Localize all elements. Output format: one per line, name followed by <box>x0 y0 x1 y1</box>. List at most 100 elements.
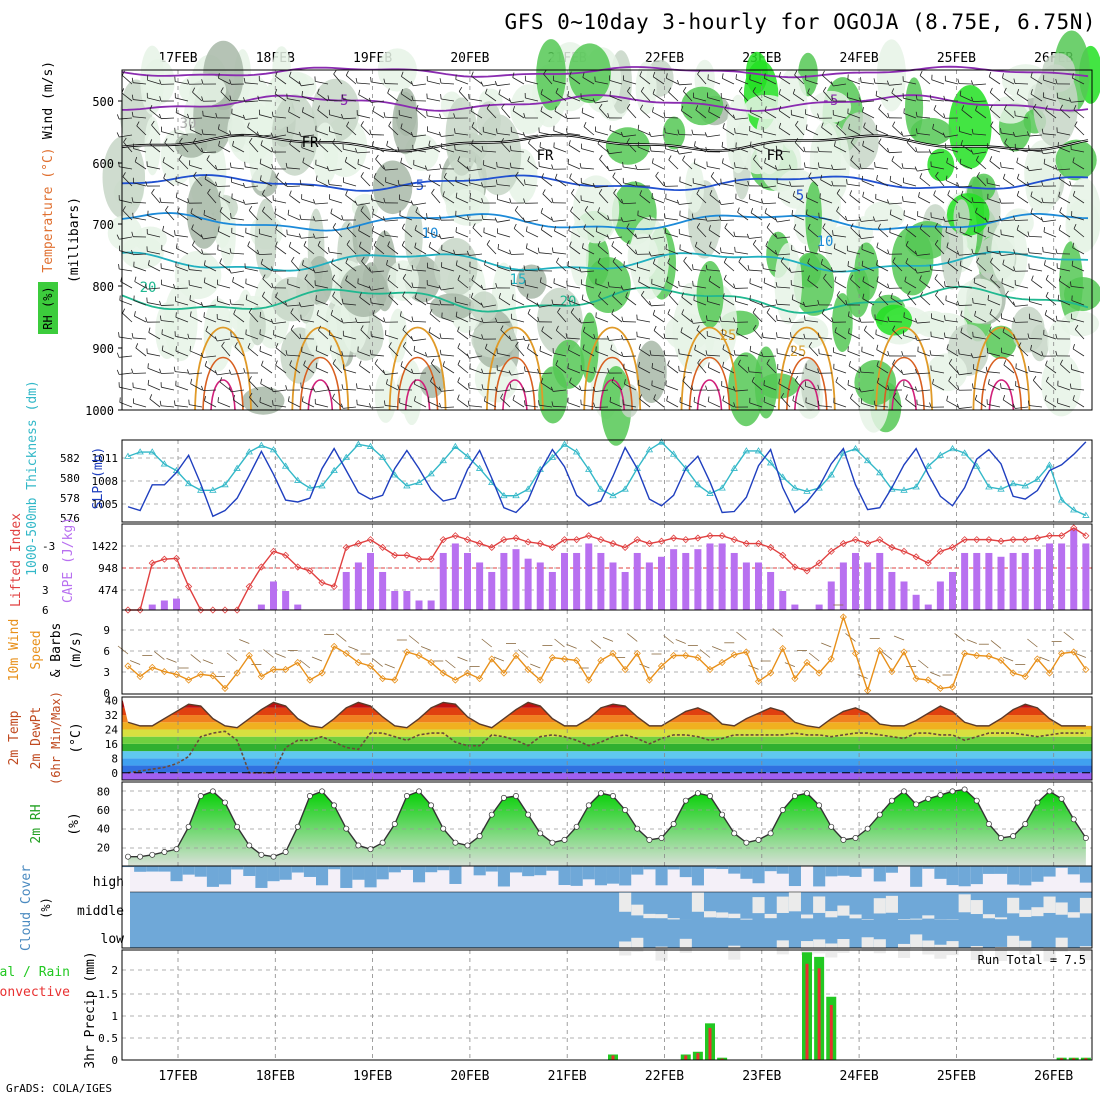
rh-shading-blob <box>420 365 445 398</box>
rh-point <box>938 792 943 797</box>
wind-barb-feather <box>427 111 428 116</box>
precip-convective-bar <box>818 968 821 1060</box>
isotherm-label: 10 <box>422 226 439 242</box>
cape-bar <box>161 600 168 610</box>
temp-color-band <box>122 758 1092 765</box>
temp-tick: 32 <box>105 709 118 722</box>
wind10-barb <box>1003 657 1013 661</box>
rh-shading-blob <box>1061 311 1099 337</box>
rh-point <box>1083 835 1088 840</box>
cloud-middle-clear <box>886 896 898 913</box>
wind-barb <box>441 118 454 119</box>
cape-bar <box>379 572 386 610</box>
cloud-ylabel: Cloud Cover <box>19 865 34 951</box>
wind-barb-feather <box>203 111 204 116</box>
cape-bar <box>622 572 629 610</box>
rh-point <box>950 789 955 794</box>
cloud-middle-clear <box>1019 910 1031 917</box>
cloud-high-bar <box>219 866 231 884</box>
wind-barb-feather <box>735 247 736 252</box>
cloud-high-bar <box>886 866 898 873</box>
wind10-barb <box>167 658 177 662</box>
wind-barb-feather <box>469 94 470 99</box>
cloud-middle-clear <box>959 894 971 912</box>
cloud-high-bar <box>352 866 364 880</box>
cloud-high-bar <box>813 866 825 886</box>
cape-bar <box>585 543 592 610</box>
wind10-barb <box>239 640 249 644</box>
cloud-high-bar <box>437 866 449 870</box>
rh-point <box>707 793 712 798</box>
rh-point <box>404 793 409 798</box>
wind-barb-feather <box>176 346 177 351</box>
precip-tick: 1.5 <box>98 988 118 1001</box>
cloud-high-bar <box>243 866 255 876</box>
rh-point <box>526 812 531 817</box>
cape-bar <box>270 581 277 610</box>
rh-point <box>986 821 991 826</box>
cape-bar <box>925 605 932 610</box>
cape-bar <box>719 543 726 610</box>
cloud-high-bar <box>947 866 959 885</box>
wind-barb <box>553 304 566 305</box>
rh-point <box>720 812 725 817</box>
cape-bar <box>913 595 920 610</box>
rh-point <box>259 852 264 857</box>
rh-point <box>998 835 1003 840</box>
precip-convective-bar <box>612 1055 615 1060</box>
wind-barb-feather <box>610 125 611 130</box>
wind10-panel-frame <box>122 610 1092 694</box>
wind10-ylabel-2: Speed <box>29 630 44 669</box>
rh-point <box>817 803 822 808</box>
wind10-tick: 3 <box>103 666 110 679</box>
wind-barb-feather <box>693 281 694 286</box>
rh-point <box>392 821 397 826</box>
wind10-barb <box>736 632 746 640</box>
rh-ylabel: 2m RH <box>29 804 44 843</box>
cape-bar <box>888 572 895 610</box>
temp-color-band <box>122 737 1092 744</box>
wind-barb <box>483 373 496 374</box>
wind10-barb <box>276 654 286 658</box>
wind-barb-feather <box>679 349 680 354</box>
wind10-barb <box>676 640 686 644</box>
cape-ylabel: CAPE (J/kg) <box>61 517 76 603</box>
cape-bar <box>573 553 580 610</box>
rh-shading-blob <box>876 305 912 336</box>
cloud-high-bar <box>401 866 413 870</box>
cape-bar <box>840 562 847 610</box>
wind-barb-feather <box>204 312 205 317</box>
rh-point <box>125 854 130 859</box>
rh-ylabel-unit: (%) <box>67 812 82 835</box>
wind10-barb <box>1027 639 1037 647</box>
temp-color-band <box>122 773 1092 780</box>
rh-shading-blob <box>927 353 968 391</box>
cloud-low-clear <box>922 940 934 954</box>
cloud-high-bar <box>668 866 680 869</box>
cape-bar <box>731 553 738 610</box>
cloud-high-bar <box>231 866 243 869</box>
cloud-high-bar <box>850 866 862 877</box>
precip-panel-frame <box>122 950 1092 1060</box>
cloud-high-bar <box>146 866 158 872</box>
cloud-middle-clear <box>692 893 704 912</box>
cape-bar <box>513 549 520 610</box>
rh-point <box>513 793 518 798</box>
date-label-bottom: 22FEB <box>645 1069 684 1084</box>
wind-barb-feather <box>848 346 849 351</box>
cloud-high-bar <box>971 866 983 884</box>
temp-tick: 40 <box>105 695 118 708</box>
cape-bar <box>416 600 423 610</box>
cloud-middle-clear <box>801 915 813 919</box>
wind-barb-feather <box>456 227 457 232</box>
wind-barb-feather <box>441 94 442 99</box>
wind10-barb <box>203 660 213 664</box>
rh-point <box>380 840 385 845</box>
cloud-middle-clear <box>874 898 886 913</box>
cloud-low-clear <box>680 939 692 953</box>
cloud-high-bar <box>995 866 1007 874</box>
wind10-barb <box>445 660 455 668</box>
isotherm-label: FR <box>767 148 784 164</box>
rh-point <box>319 789 324 794</box>
pressure-tick: 900 <box>92 342 114 356</box>
